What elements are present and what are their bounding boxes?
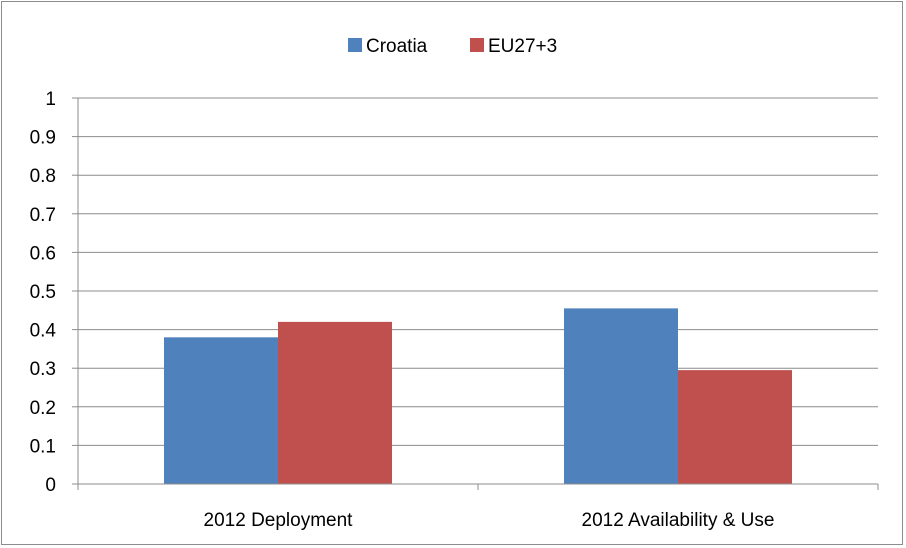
- bar: [564, 308, 678, 484]
- y-tick-label: 0.7: [30, 205, 56, 226]
- x-category-label: 2012 Availability & Use: [582, 510, 775, 531]
- legend-swatch: [470, 38, 484, 52]
- bar: [164, 337, 278, 484]
- y-tick-label: 0.3: [30, 359, 56, 380]
- y-tick-label: 0: [45, 475, 56, 496]
- legend-label: EU27+3: [488, 36, 557, 57]
- y-tick-label: 0.8: [30, 166, 56, 187]
- y-tick-label: 1: [45, 89, 56, 110]
- legend: Croatia EU27+3: [348, 36, 557, 57]
- bar: [678, 370, 792, 484]
- x-category-label: 2012 Deployment: [204, 510, 354, 531]
- bars: [164, 308, 792, 484]
- y-tick-label: 0.5: [30, 282, 56, 303]
- y-tick-label: 0.9: [30, 128, 56, 149]
- axes: [77, 98, 879, 490]
- legend-swatch: [348, 38, 362, 52]
- y-tick-label: 0.4: [30, 321, 57, 342]
- y-tick-label: 0.1: [30, 436, 56, 457]
- bar: [278, 321, 392, 484]
- y-axis-tick-labels: 0 0.1 0.2 0.3 0.4 0.5 0.6 0.7 0.8 0.9 1: [30, 89, 57, 496]
- x-axis-category-labels: 2012 Deployment 2012 Availability & Use: [204, 510, 775, 531]
- legend-label: Croatia: [366, 36, 428, 57]
- y-tick-label: 0.2: [30, 398, 56, 419]
- y-tick-label: 0.6: [30, 243, 56, 264]
